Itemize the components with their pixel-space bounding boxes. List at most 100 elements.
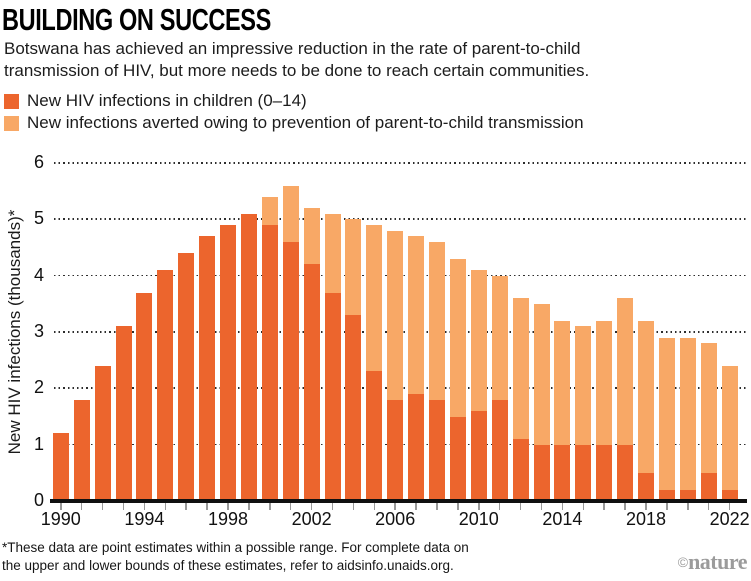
x-tick-2021 [707, 503, 710, 510]
bar-2020-averted [679, 337, 696, 490]
bar-2005-averted [366, 224, 383, 372]
bar-2014-averted [554, 320, 571, 445]
x-tick-2009 [457, 503, 459, 510]
bar-2012-children [512, 439, 529, 501]
x-tick-2011 [498, 503, 501, 510]
x-tick-1994 [143, 503, 146, 510]
bar-1998-children [220, 224, 236, 501]
bar-1999-children [240, 213, 257, 501]
x-tick-1991 [80, 503, 83, 510]
x-tick-1993 [122, 503, 125, 510]
x-tick-2022 [728, 503, 731, 510]
bar-2000-averted [261, 196, 278, 225]
y-tick-label-6: 6 [33, 152, 44, 172]
x-tick-label-2018: 2018 [625, 509, 667, 529]
bar-2004-children [345, 315, 362, 501]
chart-subtitle: Botswana has achieved an impressive redu… [4, 38, 589, 82]
plot-area [50, 162, 747, 501]
footnote-line-2: the upper and lower bounds of these esti… [2, 557, 454, 573]
x-tick-2014 [561, 503, 564, 510]
bar-2021-children [700, 472, 717, 501]
x-tick-2020 [687, 503, 689, 510]
bar-1995-children [157, 270, 174, 501]
x-tick-2005 [373, 503, 376, 510]
x-tick-label-2010: 2010 [458, 509, 499, 529]
bar-1990-children [52, 433, 69, 501]
bar-2011-children [491, 399, 508, 501]
x-tick-2015 [582, 503, 585, 510]
bar-2003-averted [324, 213, 341, 293]
x-tick-1997 [206, 503, 208, 510]
bar-2009-children [449, 416, 466, 501]
y-tick-label-3: 3 [33, 321, 44, 341]
bar-2018-averted [638, 320, 654, 473]
nature-logo: nature [688, 549, 747, 574]
legend-label-children: New HIV infections in children (0–14) [27, 91, 307, 110]
x-tick-label-2006: 2006 [375, 509, 416, 529]
bar-2007-averted [408, 236, 425, 394]
subtitle-line-1: Botswana has achieved an impressive redu… [4, 39, 581, 58]
bar-2016-averted [596, 320, 613, 445]
y-tick-label-5: 5 [33, 208, 44, 229]
x-tick-2010 [478, 503, 480, 510]
bar-2011-averted [491, 275, 508, 400]
x-tick-2007 [415, 503, 417, 510]
bar-2006-children [387, 399, 404, 501]
bar-2017-children [617, 444, 634, 501]
x-tick-2002 [310, 503, 313, 510]
x-tick-2018 [645, 503, 647, 510]
bar-2001-averted [282, 185, 299, 242]
bar-2022-averted [721, 365, 738, 490]
bar-1994-children [136, 292, 153, 501]
bar-1996-children [178, 253, 195, 501]
x-tick-1990 [60, 503, 62, 510]
nature-watermark: ©nature [678, 549, 748, 575]
bar-2018-children [638, 472, 654, 501]
x-tick-2001 [289, 503, 292, 510]
bar-2003-children [324, 292, 341, 501]
page-title: BUILDING ON SUCCESS [2, 2, 271, 37]
bar-2019-averted [658, 337, 675, 490]
y-tick-label-0: 0 [33, 490, 44, 510]
footnote-line-1: *These data are point estimates within a… [2, 540, 469, 555]
x-tick-label-1990: 1990 [40, 509, 81, 529]
bar-2020-children [679, 489, 696, 501]
bar-2000-children [261, 224, 278, 501]
bar-1993-children [115, 326, 132, 501]
x-tick-label-2014: 2014 [542, 509, 583, 529]
gridline-6 [54, 162, 747, 164]
x-tick-2012 [519, 503, 522, 510]
x-tick-2017 [624, 503, 626, 510]
y-tick-label-2: 2 [33, 377, 44, 398]
bar-2001-children [282, 241, 299, 501]
legend-swatch-children [4, 93, 19, 109]
x-tick-2008 [436, 503, 438, 510]
x-tick-1995 [164, 503, 167, 510]
bar-2019-children [658, 489, 675, 501]
bar-2013-averted [533, 303, 550, 445]
bar-2004-averted [345, 219, 362, 316]
bar-2002-children [303, 264, 320, 501]
x-tick-label-1998: 1998 [207, 509, 249, 529]
y-axis-tick-labels: 0 1 2 3 4 5 6 [0, 152, 44, 510]
bar-2008-averted [429, 241, 445, 400]
bar-2010-children [470, 410, 487, 501]
bar-2009-averted [449, 258, 466, 417]
x-axis-ticks [50, 503, 747, 511]
x-tick-1998 [227, 503, 229, 510]
x-tick-2019 [666, 503, 668, 510]
x-tick-2004 [352, 503, 355, 510]
x-tick-2016 [603, 503, 605, 510]
bar-2016-children [596, 444, 613, 501]
x-axis-baseline [50, 499, 747, 503]
x-axis-tick-labels: 1990 1994 1998 2002 2006 2010 2014 2018 2022 [41, 509, 750, 531]
bar-2013-children [533, 444, 550, 501]
bar-2015-children [575, 444, 592, 501]
legend-item-children: New HIV infections in children (0–14) [4, 90, 584, 112]
bar-2017-averted [617, 298, 634, 445]
bar-2015-averted [575, 326, 592, 445]
bar-1992-children [94, 365, 111, 501]
bar-2012-averted [512, 298, 529, 440]
x-tick-2003 [331, 503, 334, 510]
